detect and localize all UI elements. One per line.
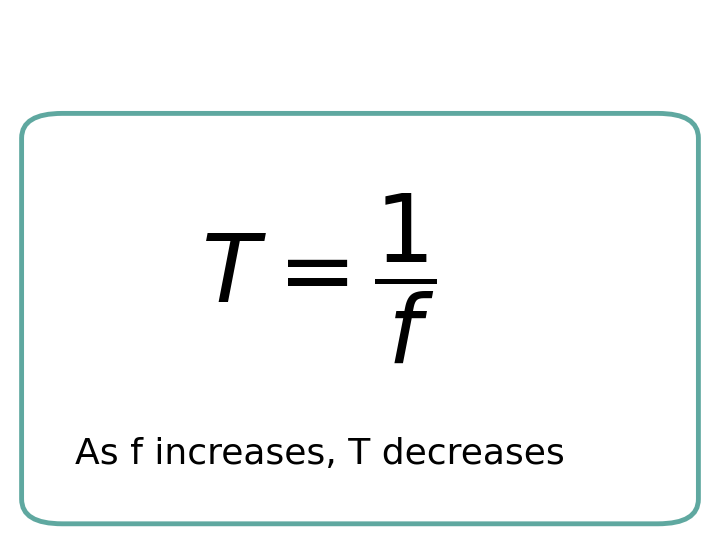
Text: $\mathit{T} = \dfrac{1}{\mathit{f}}$: $\mathit{T} = \dfrac{1}{\mathit{f}}$ [202, 191, 437, 364]
FancyBboxPatch shape [22, 113, 698, 524]
Text: Relationship between $\mathit{T}$ and $\mathit{f}$: Relationship between $\mathit{T}$ and $\… [22, 26, 665, 68]
Text: As f increases, T decreases: As f increases, T decreases [74, 437, 564, 471]
